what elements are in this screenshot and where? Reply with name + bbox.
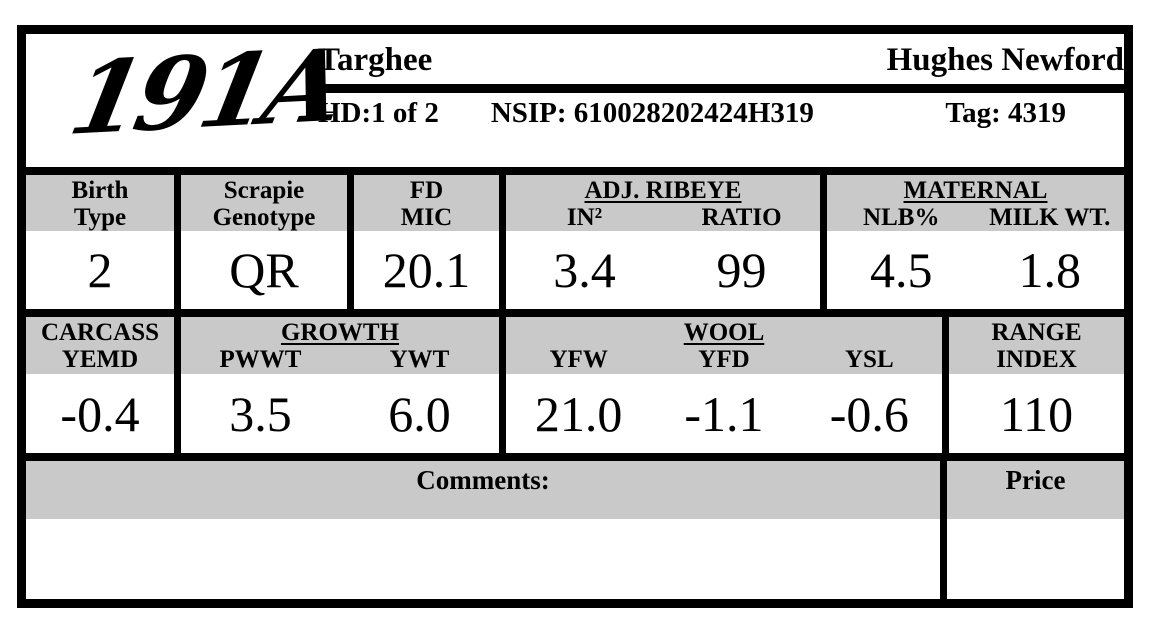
price-area [947,519,1124,599]
maternal-cell: MATERNAL NLB% MILK WT. 4.5 1.8 [827,175,1124,309]
carcass-label-1: CARCASS [40,319,160,346]
scrapie-cell: Scrapie Genotype QR [181,175,347,309]
id-row: HD:1 of 2 NSIP: 610028202424H319 Tag: 43… [318,93,1124,129]
carcass-value: -0.4 [60,385,140,442]
birth-type-label-2: Type [73,204,127,231]
names-row: Targhee Hughes Newford [318,34,1124,78]
maternal-title: MATERNAL [903,177,1048,204]
scrapie-header: Scrapie Genotype [181,175,347,231]
wool-title: WOOL [683,319,765,346]
wool-ysl-value: -0.6 [829,385,909,442]
fd-mic-cell: FD MIC 20.1 [354,175,499,309]
stats-row-1: Birth Type 2 Scrapie Genotype QR FD MIC … [26,175,1124,309]
range-index-label-1: RANGE [991,319,1082,346]
adj-ribeye-col-in2: IN² [566,204,603,231]
comments-cell: Comments: [26,461,940,599]
nsip-number: NSIP: 610028202424H319 [490,97,814,129]
adj-ribeye-subheaders: IN² RATIO [506,204,820,231]
header-rule [318,84,1124,93]
scrapie-label-2: Genotype [212,204,316,231]
growth-cell: GROWTH PWWT YWT 3.5 6.0 [181,317,499,453]
growth-title: GROWTH [280,319,400,346]
wool-cell: WOOL YFW YFD YSL 21.0 -1.1 -0.6 [506,317,942,453]
comments-area [26,519,940,599]
range-index-header: RANGE INDEX [949,317,1124,374]
fd-mic-label-1: FD [409,177,444,204]
section-divider [26,167,1124,175]
sale-card: 191A Targhee Hughes Newford HD:1 of 2 NS… [17,25,1133,608]
wool-yfd-value: -1.1 [684,385,764,442]
section-divider [26,309,1124,317]
growth-subheaders: PWWT YWT [181,346,499,373]
wool-header: WOOL YFW YFD YSL [506,317,942,374]
maternal-header: MATERNAL NLB% MILK WT. [827,175,1124,231]
carcass-cell: CARCASS YEMD -0.4 [26,317,174,453]
growth-values: 3.5 6.0 [181,374,499,453]
tag-number: Tag: 4319 [945,97,1066,129]
maternal-subheaders: NLB% MILK WT. [827,204,1124,231]
birth-type-cell: Birth Type 2 [26,175,174,309]
animal-id: 191A [60,26,350,158]
stats-row-2: CARCASS YEMD -0.4 GROWTH PWWT YWT 3.5 6.… [26,317,1124,453]
carcass-label-2: YEMD [61,346,139,373]
growth-col-ywt: YWT [389,346,450,373]
adj-ribeye-header: ADJ. RIBEYE IN² RATIO [506,175,820,231]
maternal-nlb-value: 4.5 [870,242,933,298]
range-index-cell: RANGE INDEX 110 [949,317,1124,453]
maternal-col-milkwt: MILK WT. [989,204,1111,231]
breed-name: Targhee [318,42,433,78]
adj-ribeye-cell: ADJ. RIBEYE IN² RATIO 3.4 99 [506,175,820,309]
price-cell: Price [947,461,1124,599]
maternal-milkwt-value: 1.8 [1018,242,1082,298]
header-right-block: Targhee Hughes Newford HD:1 of 2 NSIP: 6… [318,34,1124,129]
price-label: Price [947,461,1124,519]
fd-mic-label-2: MIC [400,204,453,231]
range-index-value: 110 [999,385,1074,442]
growth-ywt-value: 6.0 [388,385,451,442]
wool-values: 21.0 -1.1 -0.6 [506,374,942,453]
birth-type-value: 2 [87,242,113,298]
wool-col-ysl: YSL [845,346,894,373]
birth-type-label-1: Birth [71,177,129,204]
growth-col-pwwt: PWWT [219,346,302,373]
range-index-label-2: INDEX [996,346,1077,373]
adj-ribeye-ratio-value: 99 [716,242,767,298]
wool-subheaders: YFW YFD YSL [506,346,942,373]
adj-ribeye-col-ratio: RATIO [701,204,782,231]
adj-ribeye-title: ADJ. RIBEYE [584,177,742,204]
comments-label: Comments: [26,461,940,519]
scrapie-label-1: Scrapie [223,177,305,204]
section-divider [26,453,1124,461]
maternal-values: 4.5 1.8 [827,231,1124,309]
wool-col-yfw: YFW [549,346,608,373]
growth-header: GROWTH PWWT YWT [181,317,499,374]
birth-type-header: Birth Type [26,175,174,231]
fd-mic-value: 20.1 [382,242,471,298]
wool-yfw-value: 21.0 [534,385,623,442]
maternal-col-nlb: NLB% [863,204,940,231]
comments-price-row: Comments: Price [26,461,1124,599]
growth-pwwt-value: 3.5 [229,385,292,442]
fd-mic-header: FD MIC [354,175,499,231]
wool-col-yfd: YFD [698,346,750,373]
card-header: 191A Targhee Hughes Newford HD:1 of 2 NS… [26,26,1124,167]
scrapie-value: QR [229,242,299,298]
adj-ribeye-values: 3.4 99 [506,231,820,309]
adj-ribeye-in2-value: 3.4 [553,242,616,298]
hd-count: HD:1 of 2 [318,97,439,129]
ranch-name: Hughes Newford [886,42,1124,78]
carcass-header: CARCASS YEMD [26,317,174,374]
